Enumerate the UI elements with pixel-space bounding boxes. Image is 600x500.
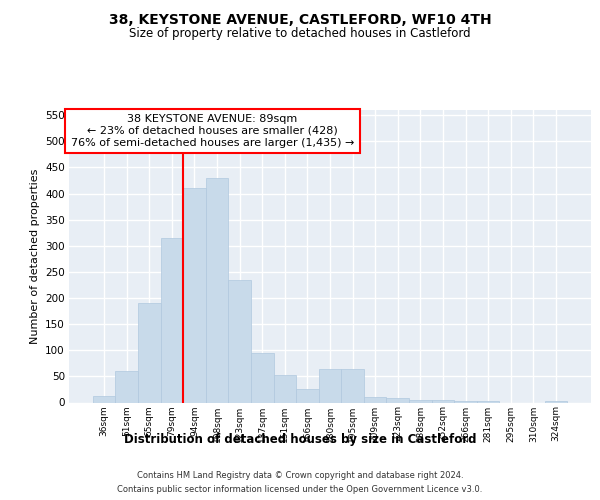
Bar: [386, 398, 409, 402]
Text: Distribution of detached houses by size in Castleford: Distribution of detached houses by size …: [124, 432, 476, 446]
Bar: [183, 188, 206, 402]
Bar: [251, 353, 274, 403]
Text: 38, KEYSTONE AVENUE, CASTLEFORD, WF10 4TH: 38, KEYSTONE AVENUE, CASTLEFORD, WF10 4T…: [109, 12, 491, 26]
Bar: [115, 371, 138, 402]
Bar: [545, 401, 567, 402]
Bar: [274, 375, 296, 402]
Bar: [138, 304, 161, 402]
Text: Contains HM Land Registry data © Crown copyright and database right 2024.: Contains HM Land Registry data © Crown c…: [137, 472, 463, 480]
Bar: [409, 400, 431, 402]
Text: Contains public sector information licensed under the Open Government Licence v3: Contains public sector information licen…: [118, 486, 482, 494]
Bar: [93, 396, 115, 402]
Bar: [341, 368, 364, 402]
Bar: [364, 398, 386, 402]
Y-axis label: Number of detached properties: Number of detached properties: [29, 168, 40, 344]
Text: 38 KEYSTONE AVENUE: 89sqm
← 23% of detached houses are smaller (428)
76% of semi: 38 KEYSTONE AVENUE: 89sqm ← 23% of detac…: [71, 114, 354, 148]
Bar: [206, 178, 229, 402]
Bar: [319, 368, 341, 402]
Bar: [296, 390, 319, 402]
Bar: [161, 238, 183, 402]
Bar: [431, 400, 454, 402]
Text: Size of property relative to detached houses in Castleford: Size of property relative to detached ho…: [129, 28, 471, 40]
Bar: [229, 280, 251, 402]
